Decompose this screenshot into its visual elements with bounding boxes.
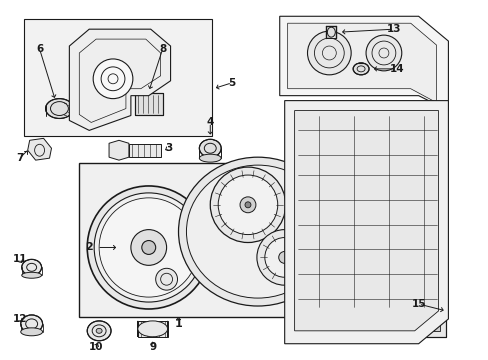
Circle shape	[240, 197, 255, 213]
Bar	[135, 93, 163, 114]
Circle shape	[278, 251, 290, 264]
Bar	[380, 291, 390, 299]
Bar	[24, 19, 212, 136]
Circle shape	[155, 268, 177, 290]
Circle shape	[366, 35, 401, 71]
Bar	[414, 291, 424, 303]
Ellipse shape	[352, 63, 368, 75]
Ellipse shape	[199, 139, 221, 157]
Text: 10: 10	[89, 342, 103, 352]
Text: 2: 2	[85, 243, 93, 252]
Ellipse shape	[138, 321, 167, 337]
Text: 9: 9	[149, 342, 156, 352]
Bar	[138, 321, 167, 337]
Text: 3: 3	[164, 143, 172, 153]
Ellipse shape	[45, 99, 73, 118]
Ellipse shape	[21, 260, 41, 275]
Ellipse shape	[199, 154, 221, 162]
Circle shape	[142, 240, 155, 255]
Bar	[339, 305, 393, 327]
Circle shape	[99, 198, 198, 297]
Bar	[402, 291, 412, 303]
Text: 1: 1	[174, 319, 182, 329]
Circle shape	[87, 186, 210, 309]
Text: 14: 14	[389, 64, 403, 74]
Text: 12: 12	[13, 314, 27, 324]
Text: 15: 15	[410, 299, 425, 309]
Bar	[426, 291, 436, 303]
Polygon shape	[28, 138, 51, 160]
Text: 5: 5	[228, 78, 235, 88]
Bar	[335, 285, 446, 337]
Circle shape	[244, 202, 250, 208]
Circle shape	[93, 59, 133, 99]
Text: 7: 7	[16, 153, 23, 163]
Ellipse shape	[20, 328, 42, 336]
Circle shape	[131, 230, 166, 265]
Bar	[135, 93, 163, 114]
Bar	[352, 291, 362, 299]
Text: 11: 11	[13, 255, 27, 264]
Bar	[129, 144, 161, 157]
Bar	[426, 306, 436, 318]
Circle shape	[210, 167, 285, 243]
Polygon shape	[294, 111, 438, 331]
Bar	[400, 289, 440, 331]
Ellipse shape	[87, 321, 111, 341]
Ellipse shape	[96, 328, 102, 333]
Polygon shape	[69, 29, 170, 130]
Text: 8: 8	[159, 44, 166, 54]
Bar	[366, 291, 376, 299]
Polygon shape	[287, 23, 436, 103]
Ellipse shape	[178, 157, 337, 306]
Ellipse shape	[21, 272, 41, 278]
Text: 6: 6	[36, 44, 43, 54]
Ellipse shape	[186, 165, 328, 298]
Bar	[220, 215, 249, 233]
Polygon shape	[279, 16, 447, 111]
Circle shape	[218, 175, 277, 235]
Bar	[339, 291, 348, 299]
Circle shape	[94, 193, 203, 302]
Polygon shape	[284, 100, 447, 344]
Ellipse shape	[20, 315, 42, 333]
Bar	[335, 285, 446, 337]
Text: 13: 13	[386, 24, 400, 34]
Polygon shape	[109, 140, 129, 160]
Circle shape	[256, 230, 312, 285]
Circle shape	[307, 31, 350, 75]
Bar	[414, 306, 424, 318]
Bar	[79, 163, 351, 317]
Ellipse shape	[326, 27, 335, 37]
Text: 4: 4	[206, 117, 214, 127]
Circle shape	[264, 238, 304, 277]
Bar	[402, 306, 412, 318]
